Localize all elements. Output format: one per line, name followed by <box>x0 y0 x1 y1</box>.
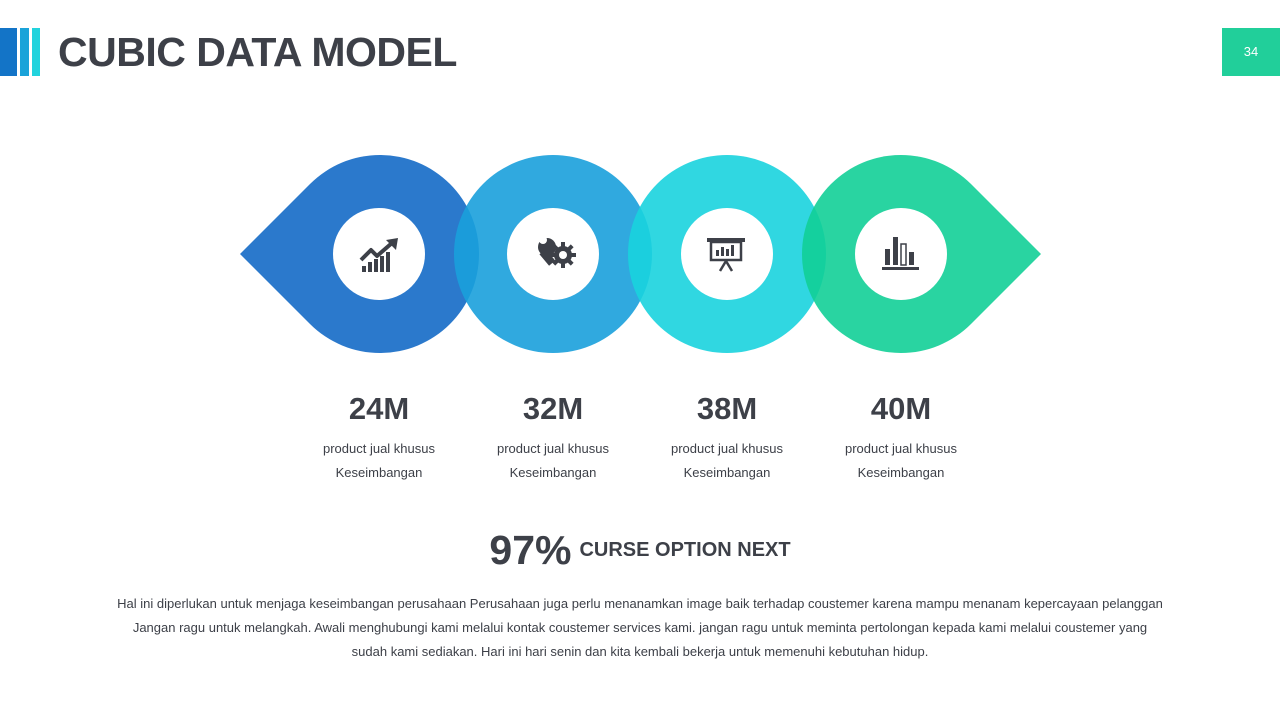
step-1-value: 24M <box>348 391 410 426</box>
summary-percent: 97% <box>489 527 572 573</box>
step-4-caption-line2: Keseimbangan <box>857 465 945 480</box>
summary-label: CURSE OPTION NEXT <box>579 539 791 561</box>
summary-paragraph-line3: sudah kami sediakan. Hari ini hari senin… <box>351 644 929 659</box>
step-2-value: 32M <box>522 391 584 426</box>
step-3-caption-line1: product jual khusus <box>670 441 783 456</box>
step-3-caption-line2: Keseimbangan <box>683 465 771 480</box>
accent-bar-3 <box>32 28 40 76</box>
bar-chart-icon <box>882 237 919 270</box>
summary-paragraph-line2: Jangan ragu untuk melangkah. Awali mengh… <box>132 620 1148 635</box>
step-1-caption-line2: Keseimbangan <box>335 465 423 480</box>
step-4-value: 40M <box>870 391 932 426</box>
accent-bar-1 <box>0 28 17 76</box>
wrench-gear-icon <box>538 236 576 268</box>
step-2-caption-line2: Keseimbangan <box>509 465 597 480</box>
step-2-caption-line1: product jual khusus <box>496 441 609 456</box>
summary-heading: 97% CURSE OPTION NEXT <box>0 526 1280 574</box>
page-number-badge: 34 <box>1222 28 1280 76</box>
presentation-board-icon <box>707 238 745 272</box>
summary-paragraph-line1: Hal ini diperlukan untuk menjaga keseimb… <box>117 596 1163 611</box>
page-title: CUBIC DATA MODEL <box>58 29 457 75</box>
step-1-caption-line1: product jual khusus <box>322 441 435 456</box>
step-3-value: 38M <box>696 391 758 426</box>
step-4-caption-line1: product jual khusus <box>844 441 957 456</box>
accent-bar-2 <box>20 28 29 76</box>
growth-chart-icon <box>359 238 398 272</box>
